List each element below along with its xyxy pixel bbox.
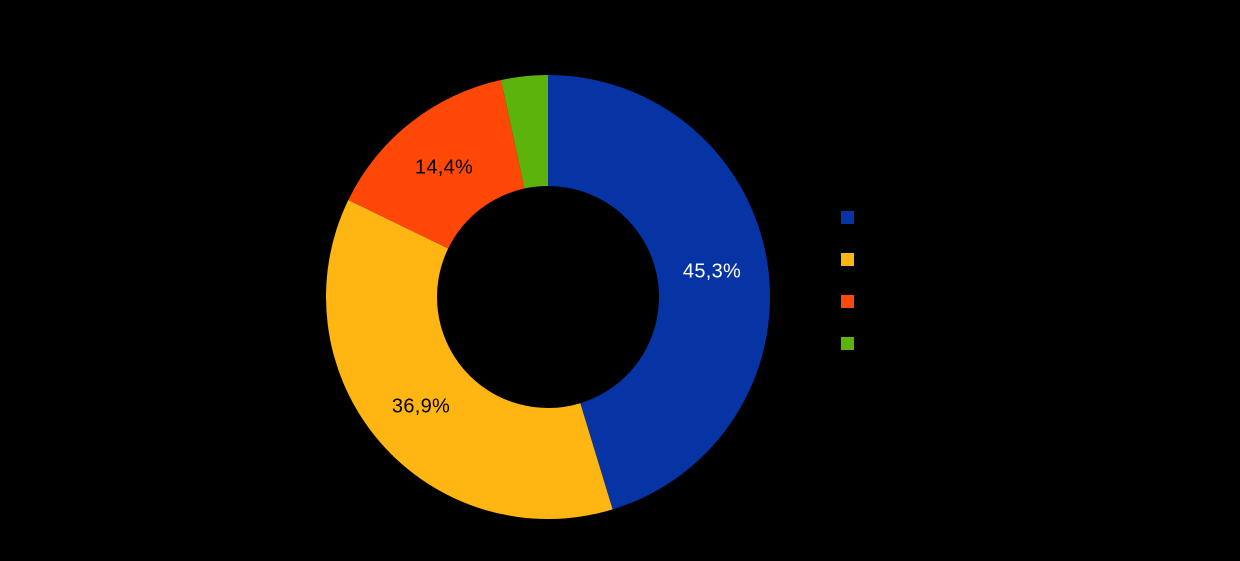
- donut-slice-2: [348, 80, 525, 249]
- legend-swatch-green: [841, 337, 854, 350]
- donut-slice-1: [326, 199, 613, 519]
- donut-svg: [326, 75, 770, 519]
- donut-slice-3: [500, 75, 548, 189]
- legend-swatch-orange: [841, 295, 854, 308]
- legend-swatch-blue: [841, 211, 854, 224]
- donut-slice-0: [548, 75, 770, 510]
- donut-chart: [325, 74, 771, 520]
- legend-swatch-yellow: [841, 253, 854, 266]
